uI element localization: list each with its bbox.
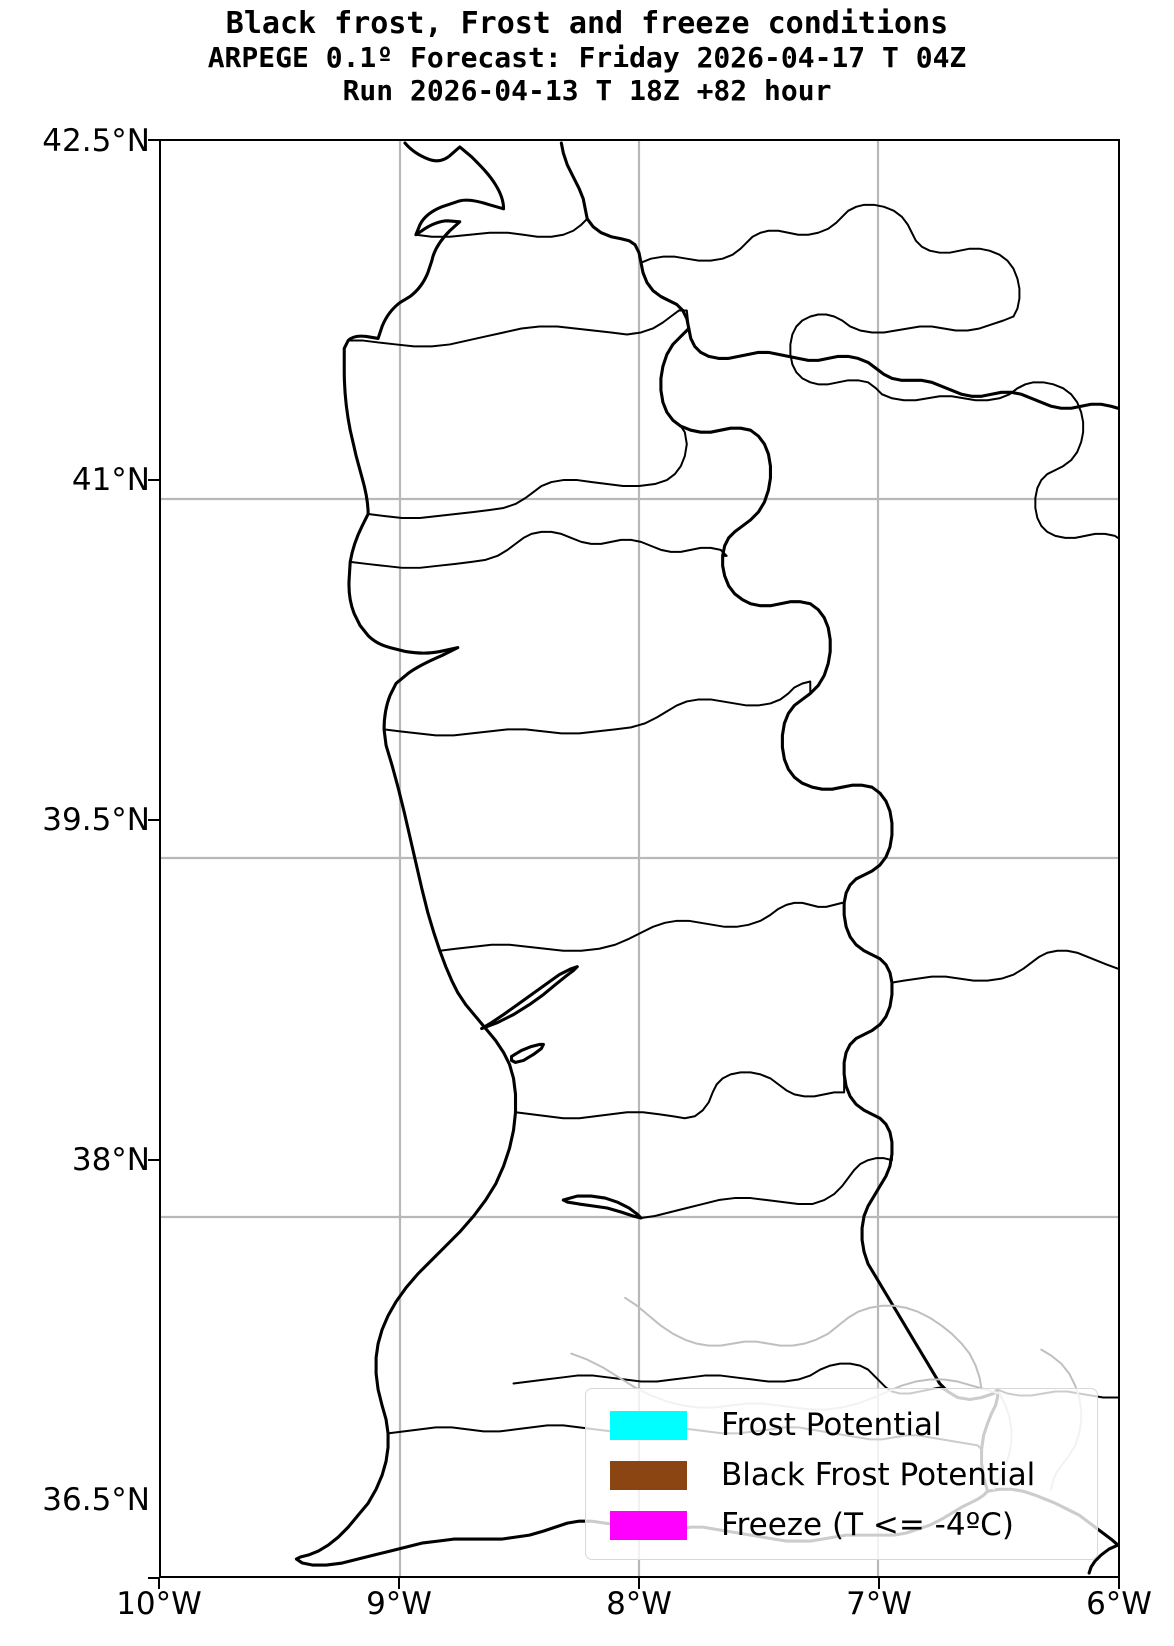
chart-title-block: Black frost, Frost and freeze conditions… xyxy=(0,6,1174,107)
page-title: Black frost, Frost and freeze conditions xyxy=(225,6,949,41)
border-spain-salamanca-caceres xyxy=(880,381,1118,539)
portugal-atlantic-coast xyxy=(294,141,990,1567)
legend-label-frost-potential: Frost Potential xyxy=(721,1406,942,1443)
ytick-mark-39-5n xyxy=(148,819,159,821)
border-santarem-portalegre xyxy=(639,1153,893,1219)
legend-swatch-freeze xyxy=(610,1510,687,1540)
forecast-subtitle: ARPEGE 0.1º Forecast: Friday 2026-04-17 … xyxy=(207,41,967,75)
run-subtitle: Run 2026-04-13 T 18Z +82 hour xyxy=(342,74,832,108)
ytick-mark-38n xyxy=(148,1159,159,1161)
border-braga-vilareal xyxy=(347,309,690,348)
xtick-label-9w: 9°W xyxy=(366,1586,432,1622)
map-plot-area[interactable] xyxy=(159,139,1120,1578)
legend-item-black-frost-potential[interactable]: Black Frost Potential xyxy=(586,1450,1097,1500)
ytick-label-42-5n: 42.5°N xyxy=(42,123,150,159)
ytick-label-38n: 38°N xyxy=(71,1142,150,1178)
xtick-mark-8w xyxy=(638,1578,640,1589)
border-aveiro-coimbra xyxy=(349,530,728,569)
ytick-mark-42-5n xyxy=(148,139,159,141)
legend-item-frost-potential[interactable]: Frost Potential xyxy=(586,1400,1097,1450)
legend-swatch-frost-potential xyxy=(610,1410,687,1440)
ytick-label-39-5n: 39.5°N xyxy=(42,802,150,838)
xtick-mark-7w xyxy=(878,1578,880,1589)
xtick-mark-6w xyxy=(1118,1578,1120,1589)
huelva-coast xyxy=(1087,1543,1118,1575)
tagus-estuary xyxy=(480,965,579,1031)
border-porto-viseu xyxy=(367,425,688,519)
border-lisboa-evora xyxy=(514,1071,846,1120)
faint-line-2 xyxy=(624,1296,983,1391)
border-viana-braga xyxy=(414,217,589,238)
gridlines xyxy=(161,141,1118,1576)
ytick-label-36-5n: 36.5°N xyxy=(42,1482,150,1518)
border-leiria-santarem xyxy=(438,901,846,952)
map-legend[interactable]: Frost Potential Black Frost Potential Fr… xyxy=(585,1388,1098,1560)
xtick-mark-9w xyxy=(398,1578,400,1589)
map-svg xyxy=(161,141,1118,1576)
district-borders-layer xyxy=(347,203,1118,1491)
ytick-mark-41n xyxy=(148,479,159,481)
portugal-spain-border-north xyxy=(559,141,1118,410)
border-spain-zamora-salamanca xyxy=(789,313,1015,396)
xtick-label-10w: 10°W xyxy=(116,1586,202,1622)
xtick-label-7w: 7°W xyxy=(846,1586,912,1622)
border-spain-caceres-badajoz xyxy=(890,949,1118,984)
tagus-inner-lagoon xyxy=(509,1042,545,1064)
border-spain-ourense-zamora xyxy=(639,203,1021,318)
legend-label-freeze: Freeze (T <= -4ºC) xyxy=(721,1506,1014,1543)
ytick-label-41n: 41°N xyxy=(71,462,150,498)
portugal-spain-border-mid xyxy=(659,326,1000,1402)
xtick-mark-10w xyxy=(158,1578,160,1589)
legend-item-freeze[interactable]: Freeze (T <= -4ºC) xyxy=(586,1500,1097,1550)
legend-label-black-frost-potential: Black Frost Potential xyxy=(721,1456,1036,1493)
border-coimbra-leiria xyxy=(383,680,812,737)
ytick-mark-36-5n xyxy=(148,1577,159,1579)
xtick-label-8w: 8°W xyxy=(606,1586,672,1622)
sado-estuary xyxy=(561,1194,643,1220)
legend-swatch-black-frost-potential xyxy=(610,1460,687,1490)
xtick-label-6w: 6°W xyxy=(1086,1586,1152,1622)
